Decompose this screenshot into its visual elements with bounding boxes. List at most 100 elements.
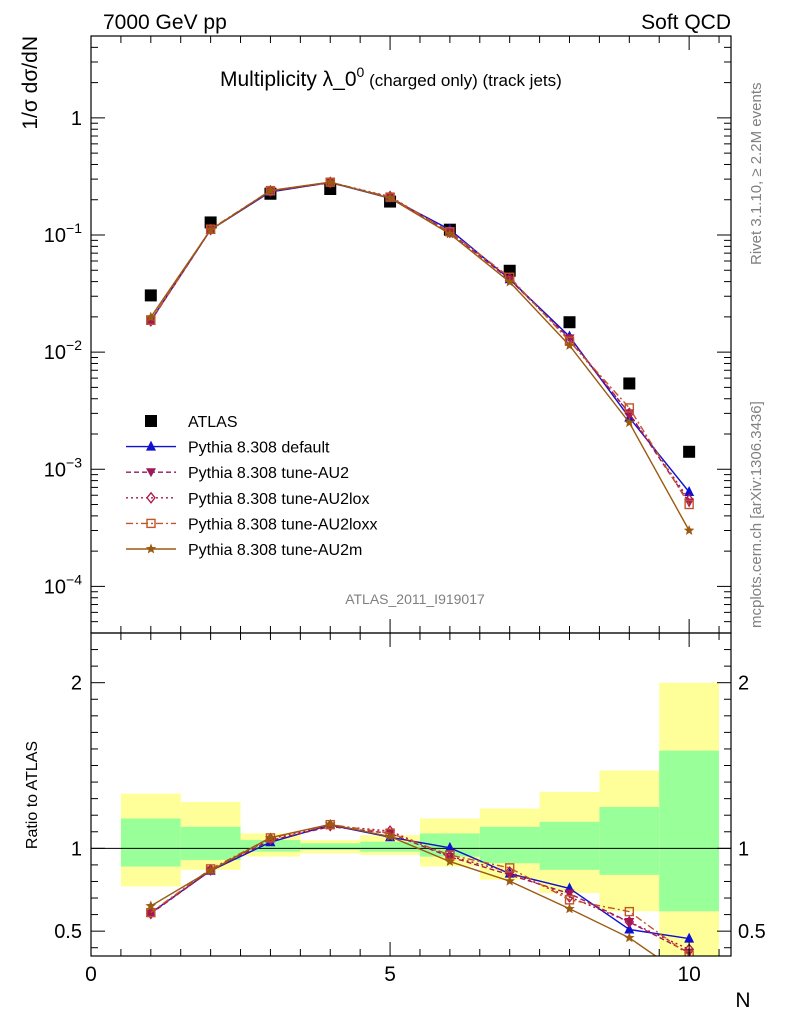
ratio-y-tick-label-left-0.5: 0.5 bbox=[54, 921, 82, 943]
ratio-panel-series bbox=[145, 818, 695, 956]
main-frame bbox=[90, 35, 732, 634]
legend-marker-2 bbox=[146, 440, 156, 451]
main-y-tick-base-1: 10 bbox=[44, 576, 66, 598]
main-line-6 bbox=[150, 181, 690, 531]
ratio-y-tick-label-left-2: 2 bbox=[71, 673, 82, 695]
ratio-point-4-9 bbox=[624, 906, 635, 917]
main-point-1-10 bbox=[683, 445, 696, 458]
ratio-series-5 bbox=[145, 818, 657, 956]
main-point-4-1 bbox=[145, 314, 156, 327]
main-point-6-2 bbox=[205, 224, 216, 235]
ratio-y-tick-label-right-1: 1 bbox=[738, 838, 749, 860]
ratio-point-5-3 bbox=[265, 832, 276, 843]
ratio-frame bbox=[90, 632, 732, 957]
x-tick-label-0: 0 bbox=[85, 963, 97, 986]
main-y-tick-label-1: 10−4 bbox=[44, 571, 82, 598]
legend-entry-5: Pythia 8.308 tune-AU2loxx bbox=[126, 516, 377, 533]
chart-title-superscript: 0 bbox=[357, 64, 365, 80]
ratio-point-4-7 bbox=[504, 863, 515, 873]
legend-entry-1: ATLAS bbox=[145, 414, 238, 431]
main-point-6-8 bbox=[564, 339, 575, 350]
legend-marker-5 bbox=[146, 518, 156, 529]
main-y-tick-base-3: 10 bbox=[44, 342, 66, 364]
main-point-2-10 bbox=[684, 485, 695, 496]
ratio-point-1-9 bbox=[624, 923, 635, 934]
process-label: Soft QCD bbox=[641, 11, 731, 34]
ratio-y-tick-label-left-1: 1 bbox=[71, 838, 82, 860]
legend-label-5: Pythia 8.308 tune-AU2loxx bbox=[188, 516, 377, 533]
ratio-point-3-9 bbox=[624, 915, 635, 928]
energy-label: 7000 GeV pp bbox=[103, 11, 227, 34]
ratio-point-5-5 bbox=[384, 831, 396, 842]
legend-marker-3 bbox=[146, 468, 156, 478]
band-green-7 bbox=[479, 826, 540, 864]
main-y-tick-label-3: 10−2 bbox=[44, 337, 82, 364]
main-y-tick-exp-4: −1 bbox=[66, 220, 82, 236]
legend-marker-1 bbox=[145, 415, 157, 427]
ratio-line-2 bbox=[150, 825, 690, 954]
legend-label-3: Pythia 8.308 tune-AU2 bbox=[188, 465, 349, 482]
chart-title: Multiplicity λ_00 (charged only) (track … bbox=[220, 64, 562, 91]
main-point-1-9 bbox=[623, 377, 636, 390]
main-series-5 bbox=[146, 177, 694, 510]
legend-marker-4 bbox=[146, 491, 156, 504]
ratio-uncertainty-bands bbox=[91, 682, 731, 956]
y-axis-label: 1/σ dσ/dN bbox=[19, 36, 42, 130]
main-point-1-8 bbox=[563, 316, 576, 329]
rivet-version-label: Rivet 3.1.10, ≥ 2.2M events bbox=[748, 83, 765, 266]
x-axis-label: N bbox=[735, 989, 750, 1012]
legend-label-6: Pythia 8.308 tune-AU2m bbox=[188, 542, 362, 559]
main-point-1-1 bbox=[144, 289, 157, 302]
ratio-point-5-4 bbox=[325, 818, 336, 829]
main-y-tick-base-4: 10 bbox=[44, 225, 66, 247]
ratio-line-5 bbox=[150, 823, 657, 956]
band-green-10 bbox=[659, 750, 720, 912]
main-y-tick-base-5: 1 bbox=[71, 108, 82, 130]
main-y-tick-label-5: 1 bbox=[71, 108, 82, 130]
ratio-point-2-8 bbox=[564, 889, 575, 899]
main-point-6-3 bbox=[265, 185, 276, 196]
main-point-4-6 bbox=[445, 226, 455, 239]
main-series-3 bbox=[145, 178, 695, 508]
legend: ATLAS Pythia 8.308 default Pythia 8.308 tu… bbox=[126, 414, 377, 559]
main-y-tick-exp-2: −3 bbox=[66, 454, 82, 470]
ratio-point-5-8 bbox=[564, 903, 575, 914]
ratio-y-tick-label-right-0.5: 0.5 bbox=[738, 921, 766, 943]
legend-label-2: Pythia 8.308 default bbox=[188, 440, 330, 457]
main-line-5 bbox=[150, 181, 690, 505]
ratio-y-tick-label-right-2: 2 bbox=[738, 673, 749, 695]
chart-title-suffix: (charged only) (track jets) bbox=[364, 71, 561, 90]
legend-entry-6: Pythia 8.308 tune-AU2m bbox=[126, 542, 362, 559]
main-point-6-1 bbox=[145, 311, 157, 322]
source-label: mcplots.cern.ch [arXiv:1306.3436] bbox=[748, 401, 765, 628]
legend-entry-2: Pythia 8.308 default bbox=[126, 440, 330, 457]
main-point-6-4 bbox=[325, 176, 336, 187]
legend-entry-3: Pythia 8.308 tune-AU2 bbox=[126, 465, 349, 482]
x-tick-label-5: 5 bbox=[384, 963, 396, 986]
band-green-9 bbox=[599, 806, 660, 875]
legend-label-1: ATLAS bbox=[188, 414, 238, 431]
legend-label-4: Pythia 8.308 tune-AU2lox bbox=[188, 491, 369, 508]
main-point-6-10 bbox=[683, 525, 695, 535]
main-panel-series bbox=[144, 176, 696, 535]
chart-title-main: Multiplicity λ_0 bbox=[220, 68, 357, 91]
ratio-point-5-9 bbox=[624, 932, 635, 943]
main-point-6-9 bbox=[624, 417, 635, 428]
main-y-tick-label-2: 10−3 bbox=[44, 454, 82, 481]
ratio-y-axis-label: Ratio to ATLAS bbox=[24, 741, 41, 849]
band-green-8 bbox=[539, 821, 600, 870]
main-point-4-10 bbox=[684, 493, 694, 506]
legend-marker-6 bbox=[145, 543, 157, 554]
ratio-point-1-10 bbox=[684, 932, 695, 943]
band-green-1 bbox=[120, 818, 181, 867]
ratio-point-5-2 bbox=[205, 865, 216, 875]
main-line-4 bbox=[150, 181, 690, 501]
main-y-tick-base-2: 10 bbox=[44, 459, 66, 481]
main-point-5-9 bbox=[624, 403, 635, 413]
main-point-6-6 bbox=[444, 228, 456, 239]
band-green-2 bbox=[180, 826, 241, 860]
x-tick-label-10: 10 bbox=[677, 963, 700, 986]
main-y-tick-label-4: 10−1 bbox=[44, 220, 82, 247]
